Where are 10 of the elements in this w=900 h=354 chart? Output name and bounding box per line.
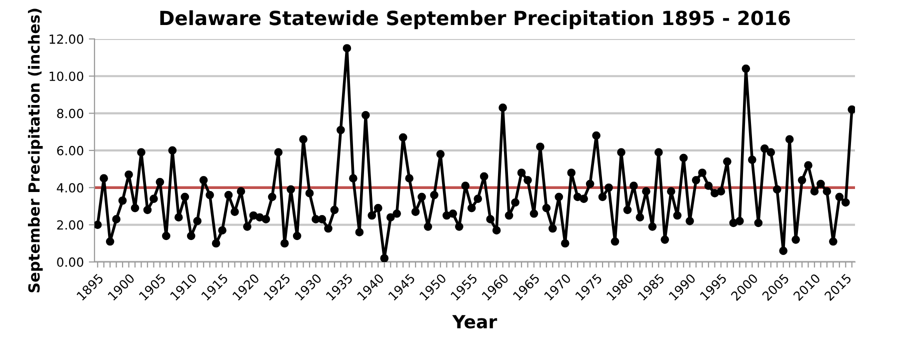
y-tick-label: 2.00 — [57, 220, 84, 230]
y-axis-title: September Precipitation (inches) — [28, 8, 43, 292]
y-tick-label: 6.00 — [57, 146, 84, 156]
y-tick-label: 10.00 — [50, 72, 84, 82]
y-tick-label: 12.00 — [50, 34, 84, 44]
y-tick-label: 8.00 — [57, 108, 84, 118]
chart-title: Delaware Statewide September Precipitation 1895 - 2016 — [160, 10, 790, 30]
x-axis-title: Year — [452, 315, 498, 329]
y-tick-label: 4.00 — [56, 183, 84, 193]
y-tick-label: 0.00 — [57, 257, 84, 267]
